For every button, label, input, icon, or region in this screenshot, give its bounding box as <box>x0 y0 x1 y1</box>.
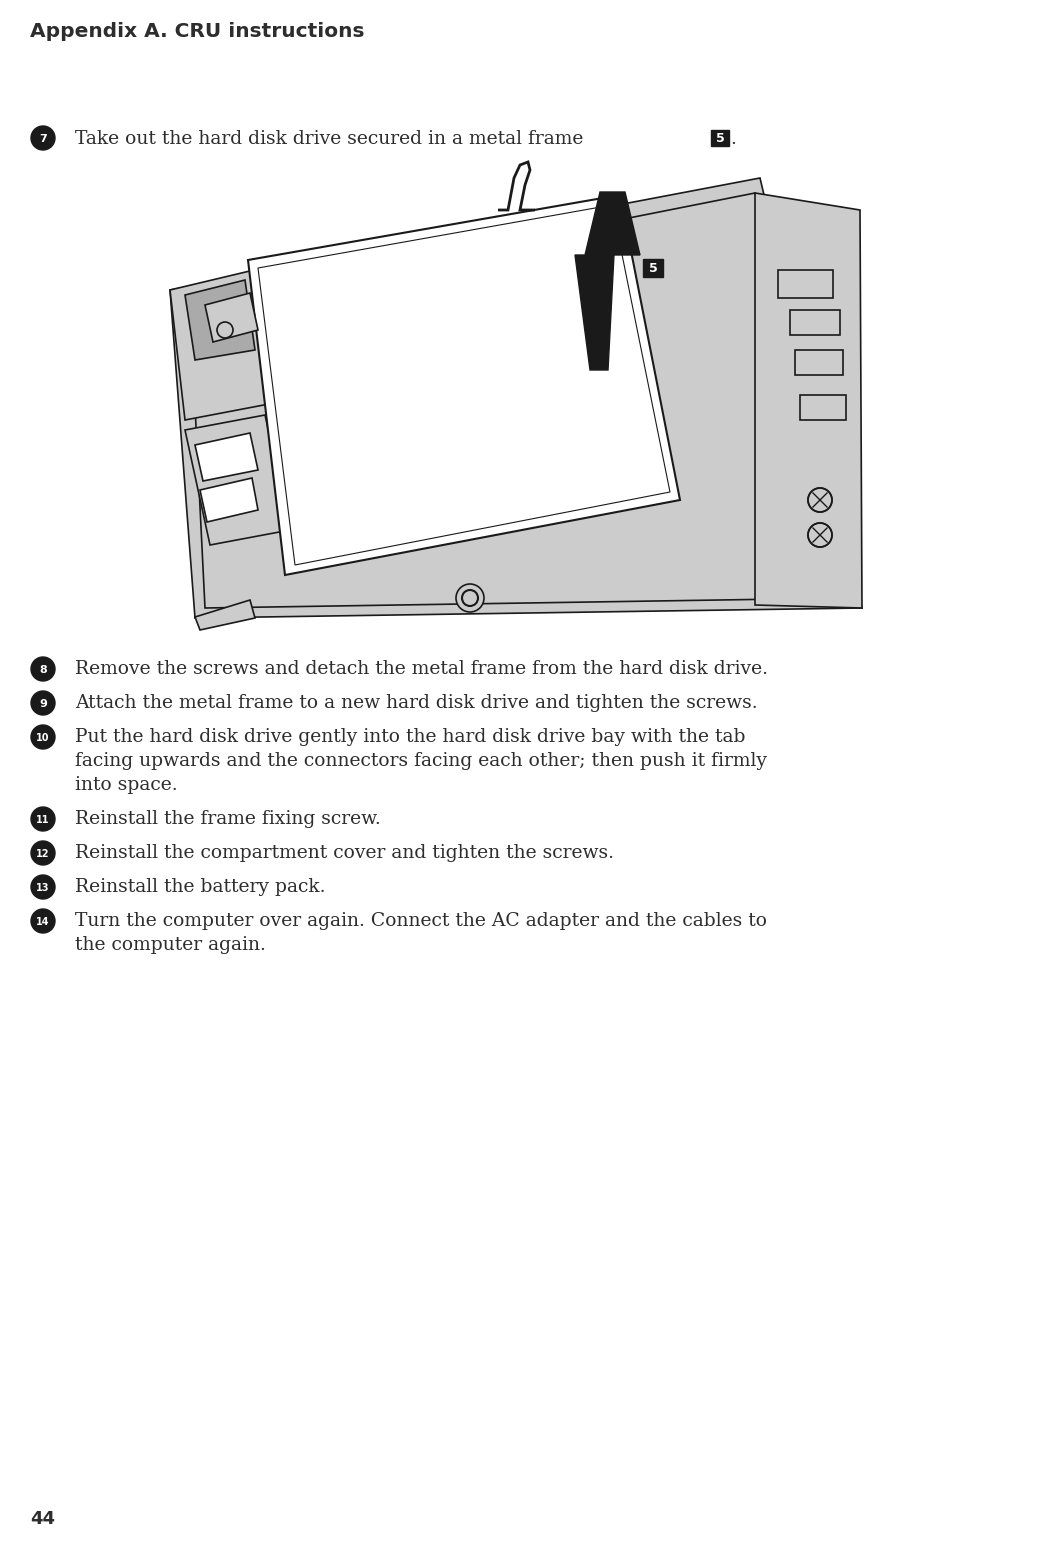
Polygon shape <box>200 478 257 522</box>
Text: Reinstall the compartment cover and tighten the screws.: Reinstall the compartment cover and tigh… <box>75 844 614 862</box>
Text: Take out the hard disk drive secured in a metal frame: Take out the hard disk drive secured in … <box>75 129 583 148</box>
Text: .: . <box>730 129 736 148</box>
FancyBboxPatch shape <box>795 351 843 375</box>
Polygon shape <box>195 433 257 481</box>
Text: facing upwards and the connectors facing each other; then push it firmly: facing upwards and the connectors facing… <box>75 753 767 770</box>
Text: Put the hard disk drive gently into the hard disk drive bay with the tab: Put the hard disk drive gently into the … <box>75 728 745 746</box>
FancyBboxPatch shape <box>800 396 846 421</box>
Polygon shape <box>170 178 862 619</box>
FancyBboxPatch shape <box>778 270 833 298</box>
Text: 12: 12 <box>36 849 49 858</box>
Text: 10: 10 <box>36 732 49 743</box>
Text: 13: 13 <box>36 882 49 893</box>
Text: 14: 14 <box>36 916 49 927</box>
Text: Turn the computer over again. Connect the AC adapter and the cables to: Turn the computer over again. Connect th… <box>75 911 767 930</box>
Circle shape <box>30 692 55 715</box>
Polygon shape <box>248 195 680 575</box>
Polygon shape <box>185 414 290 545</box>
Polygon shape <box>755 193 862 608</box>
Circle shape <box>30 126 55 150</box>
Text: 44: 44 <box>30 1510 55 1528</box>
Text: Remove the screws and detach the metal frame from the hard disk drive.: Remove the screws and detach the metal f… <box>75 661 768 678</box>
Circle shape <box>462 590 478 606</box>
Circle shape <box>808 523 832 547</box>
Circle shape <box>30 876 55 899</box>
Circle shape <box>30 657 55 681</box>
Polygon shape <box>195 600 255 629</box>
Text: Reinstall the frame fixing screw.: Reinstall the frame fixing screw. <box>75 810 380 827</box>
Circle shape <box>217 323 233 338</box>
Text: 7: 7 <box>39 134 47 143</box>
Circle shape <box>30 841 55 865</box>
Text: 5: 5 <box>648 262 657 276</box>
Text: into space.: into space. <box>75 776 178 795</box>
Text: 8: 8 <box>39 665 47 675</box>
Text: 5: 5 <box>716 132 724 145</box>
Circle shape <box>808 488 832 513</box>
Circle shape <box>30 908 55 933</box>
FancyBboxPatch shape <box>643 259 663 277</box>
Polygon shape <box>575 192 640 369</box>
Circle shape <box>456 584 485 612</box>
Polygon shape <box>257 206 669 566</box>
Text: Reinstall the battery pack.: Reinstall the battery pack. <box>75 879 326 896</box>
Circle shape <box>30 807 55 830</box>
Text: 11: 11 <box>36 815 49 824</box>
Text: 9: 9 <box>39 698 47 709</box>
Polygon shape <box>205 293 257 343</box>
Polygon shape <box>190 193 848 608</box>
FancyBboxPatch shape <box>790 310 840 335</box>
FancyBboxPatch shape <box>710 129 729 146</box>
Text: Attach the metal frame to a new hard disk drive and tighten the screws.: Attach the metal frame to a new hard dis… <box>75 693 758 712</box>
Text: the computer again.: the computer again. <box>75 936 266 953</box>
Polygon shape <box>185 280 255 360</box>
Text: Appendix A. CRU instructions: Appendix A. CRU instructions <box>30 22 365 41</box>
Circle shape <box>30 724 55 749</box>
Polygon shape <box>170 265 290 421</box>
